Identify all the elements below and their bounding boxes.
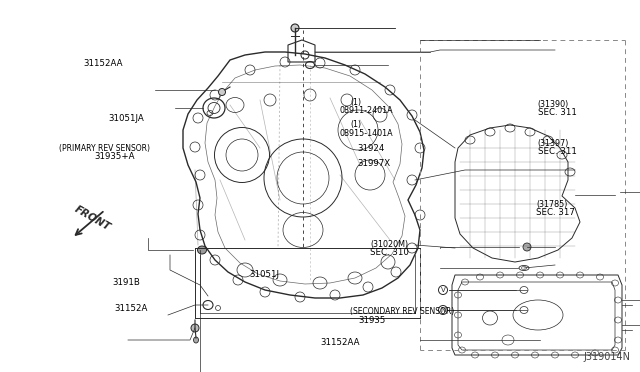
Text: 31935: 31935 (358, 316, 386, 325)
Text: (PRIMARY REV SENSOR): (PRIMARY REV SENSOR) (59, 144, 150, 153)
Text: 31152A: 31152A (114, 304, 147, 313)
Text: 31997X: 31997X (357, 159, 390, 168)
Ellipse shape (291, 24, 299, 32)
Text: 31924: 31924 (357, 144, 385, 153)
Text: N: N (440, 307, 445, 313)
Text: J319014N: J319014N (583, 352, 630, 362)
Text: 31152AA: 31152AA (83, 59, 123, 68)
Text: 31152AA: 31152AA (320, 338, 360, 347)
Text: SEC. 311: SEC. 311 (538, 108, 577, 117)
Ellipse shape (218, 89, 225, 96)
Text: (SECONDARY REV SENSOR): (SECONDARY REV SENSOR) (350, 307, 454, 316)
Ellipse shape (523, 243, 531, 251)
Ellipse shape (198, 246, 207, 254)
Text: 08911-2401A: 08911-2401A (339, 106, 393, 115)
Text: 31051J: 31051J (250, 270, 280, 279)
Text: SEC. 310: SEC. 310 (370, 248, 409, 257)
Text: 31935+A: 31935+A (95, 152, 135, 161)
Ellipse shape (191, 324, 199, 332)
Text: (1): (1) (351, 98, 362, 107)
Text: 3191B: 3191B (112, 278, 140, 287)
Text: FRONT: FRONT (72, 204, 112, 232)
Text: SEC. 311: SEC. 311 (538, 147, 577, 156)
Text: 31051JA: 31051JA (109, 114, 145, 123)
Text: 08915-1401A: 08915-1401A (339, 129, 393, 138)
Text: (31397): (31397) (538, 139, 569, 148)
Text: (31785): (31785) (536, 200, 568, 209)
Text: (1): (1) (351, 121, 362, 129)
Text: (31020M): (31020M) (370, 240, 408, 249)
Text: V: V (440, 287, 445, 293)
Ellipse shape (193, 337, 198, 343)
Text: (31390): (31390) (538, 100, 569, 109)
Text: SEC. 317: SEC. 317 (536, 208, 575, 217)
